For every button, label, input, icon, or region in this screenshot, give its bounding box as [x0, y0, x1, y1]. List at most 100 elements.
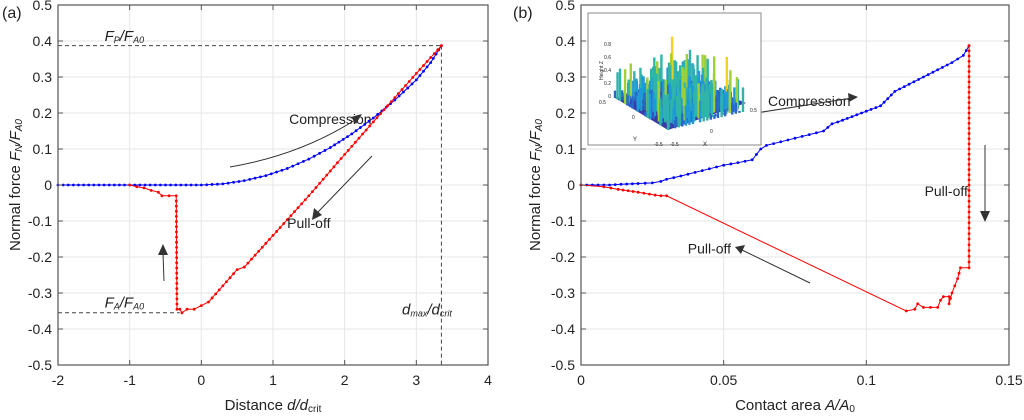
data-point	[260, 245, 264, 249]
y-tick-label: -0.3	[551, 285, 575, 301]
surface-peak	[725, 56, 729, 106]
data-point	[175, 240, 178, 244]
inset-ztick: 0.6	[604, 55, 611, 61]
data-point	[967, 260, 971, 264]
data-point	[967, 173, 971, 177]
surface-peak	[660, 103, 663, 109]
data-point	[97, 183, 101, 187]
data-point	[822, 129, 825, 133]
surface-peak	[649, 99, 652, 120]
data-point	[904, 309, 908, 313]
data-point	[214, 292, 218, 296]
y-tick-label: -0.2	[28, 249, 52, 265]
surface-peak	[698, 100, 702, 123]
data-point	[357, 136, 361, 140]
surface-peak	[716, 89, 719, 97]
y-tick-label: -0.2	[551, 249, 575, 265]
data-point	[138, 183, 142, 187]
data-point	[406, 86, 410, 90]
panel-b-ylabel: Normal force FN/FA0	[527, 119, 545, 251]
snap-arrow-a	[162, 252, 165, 282]
data-point	[185, 307, 189, 311]
surface-peak	[623, 69, 627, 105]
data-point	[967, 101, 971, 105]
data-point	[886, 97, 890, 100]
data-point	[337, 140, 341, 144]
data-point	[414, 72, 418, 75]
data-point	[967, 152, 971, 156]
surface-peak	[722, 93, 725, 113]
surface-peak	[663, 94, 667, 123]
data-point	[715, 165, 718, 169]
data-point	[232, 180, 235, 184]
data-point	[929, 306, 932, 309]
data-point	[264, 241, 268, 245]
data-point	[779, 140, 783, 144]
surface-peak	[613, 90, 617, 98]
x-tick-label: -2	[52, 372, 65, 388]
data-point	[743, 159, 747, 163]
data-point	[71, 183, 75, 187]
data-point	[302, 160, 305, 163]
data-point	[174, 215, 178, 218]
data-point	[967, 70, 971, 73]
data-point	[323, 149, 327, 152]
data-point	[350, 132, 354, 136]
data-point	[964, 49, 968, 52]
data-point	[175, 266, 179, 270]
data-point	[400, 88, 404, 91]
data-point	[800, 135, 804, 138]
y-tick-label: 0.2	[556, 105, 576, 121]
surface-peak	[734, 102, 738, 114]
surface-peak	[666, 67, 669, 88]
surface-peak	[628, 103, 632, 108]
data-point	[312, 154, 316, 158]
data-point	[912, 80, 916, 84]
data-point	[175, 276, 179, 280]
data-point	[967, 142, 971, 146]
data-point	[967, 266, 971, 270]
data-point	[793, 136, 797, 140]
data-point	[765, 144, 768, 147]
data-point	[967, 96, 971, 99]
data-point	[169, 183, 173, 187]
x-tick-label: 0	[577, 372, 585, 388]
data-point	[333, 143, 337, 147]
panel-b: (b) 0 0.05 0.1 0.15 -0.5 -0.4 -0.3 -0.2 -0.1 0 0.1…	[513, 0, 1023, 415]
data-point	[397, 94, 401, 98]
data-point	[402, 90, 405, 94]
surface-peak	[644, 112, 647, 117]
data-point	[225, 280, 228, 284]
data-point	[92, 183, 96, 187]
surface-peak	[648, 80, 652, 99]
data-point	[363, 122, 367, 126]
data-point	[967, 216, 971, 219]
data-point	[148, 183, 152, 187]
compression-arrow-a	[229, 119, 356, 168]
data-point	[967, 183, 971, 187]
y-tick-label: -0.5	[551, 357, 575, 373]
data-point	[602, 185, 606, 189]
data-point	[259, 175, 262, 179]
pulloff-arrowhead-a	[312, 208, 322, 220]
data-point	[280, 168, 284, 172]
inset-ytick: 0	[632, 115, 635, 121]
data-point	[957, 271, 961, 275]
data-point	[431, 56, 435, 60]
y-tick-label: 0	[44, 177, 52, 193]
inset-ztick: 0.8	[604, 42, 611, 48]
data-point	[364, 128, 368, 132]
surface-peak	[717, 97, 720, 110]
data-point	[359, 126, 362, 129]
data-point	[850, 115, 854, 118]
inset-ytick: -0.5	[654, 142, 663, 148]
surface-peak	[616, 72, 619, 100]
annotation-label: Pull-off	[287, 215, 330, 231]
surface-peak	[634, 91, 638, 102]
data-point	[407, 80, 411, 83]
data-point	[175, 261, 179, 265]
data-point	[393, 98, 397, 102]
data-point	[967, 137, 971, 141]
data-point	[178, 307, 182, 311]
data-point	[967, 127, 971, 130]
